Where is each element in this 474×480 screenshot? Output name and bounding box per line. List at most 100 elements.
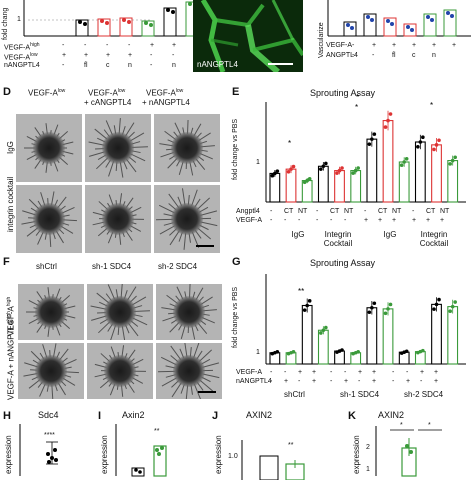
panel-i-title: Axin2 — [122, 410, 145, 420]
panel-d-image — [154, 114, 220, 182]
data-point — [303, 308, 307, 312]
panel-k-tick-2: 2 — [366, 444, 370, 451]
data-point — [432, 148, 436, 152]
top-left-mark: + — [106, 52, 110, 59]
panel-d-spheroid — [33, 132, 65, 164]
data-point — [322, 164, 326, 168]
panel-f-col-header: shCtrl — [36, 262, 57, 271]
panel-d-row-igg: IgG — [6, 141, 15, 154]
data-point — [287, 170, 291, 174]
panel-d-image — [16, 114, 82, 182]
panel-j-chart — [240, 440, 320, 480]
top-right-mark: - — [372, 52, 374, 59]
panel-k-ylabel: expression — [352, 435, 361, 474]
bar — [448, 307, 458, 364]
top-right-mark: n — [432, 52, 436, 59]
panel-h-star: **** — [44, 432, 55, 439]
panel-e-angptl4-mark: CT — [284, 208, 293, 215]
panel-g-group-label: shCtrl — [284, 390, 305, 399]
top-left-mark: + — [150, 42, 154, 49]
top-right-bar — [344, 22, 356, 36]
panel-h-letter: H — [3, 410, 11, 422]
top-right-mark: + — [412, 42, 416, 49]
top-left-point — [144, 21, 148, 25]
top-right-bar — [444, 10, 456, 36]
top-left-point — [122, 18, 126, 22]
scale-bar — [196, 245, 214, 247]
panel-d-col-sub: + nANGPTL4 — [142, 98, 190, 107]
data-point — [416, 145, 420, 149]
top-left-point — [188, 2, 192, 6]
top-right-mark: + — [392, 42, 396, 49]
panel-k-tick-1: 1 — [366, 466, 370, 473]
panel-d-image — [85, 185, 151, 253]
panel-g-group-label: sh-2 SDC4 — [404, 390, 443, 399]
top-left-mark: fl — [84, 62, 88, 69]
panel-g-ylabel: fold change vs PBS — [232, 287, 239, 348]
panel-g-vegf-mark: + — [372, 369, 376, 376]
panel-j-ylabel: expression — [214, 435, 223, 474]
top-left-mark: - — [62, 42, 64, 49]
panel-e-tick-1: 1 — [256, 159, 260, 166]
top-right-mark: - — [352, 42, 354, 49]
panel-h-ylabel: expression — [4, 435, 13, 474]
bar — [270, 173, 280, 202]
top-left-mark: c — [106, 62, 110, 69]
top-left-bars — [76, 2, 198, 36]
panel-f-image — [18, 343, 84, 399]
panel-d-image — [16, 185, 82, 253]
panel-e-row-label: Angptl4 — [236, 208, 260, 215]
top-left-point — [83, 22, 87, 26]
bar — [432, 304, 442, 364]
data-point — [319, 331, 323, 335]
top-left-point — [171, 10, 175, 14]
data-point — [421, 349, 425, 353]
bar — [367, 308, 377, 364]
panel-i-star: ** — [154, 428, 159, 435]
top-right-bars — [344, 10, 456, 36]
panel-e-angptl4-mark: NT — [440, 208, 449, 215]
panel-e-ylabel: fold change vs PBS — [232, 119, 239, 180]
panel-e-angptl4-mark: - — [364, 208, 366, 215]
data-point — [389, 303, 393, 307]
panel-d-row-integrin: integrin cocktail — [6, 177, 15, 232]
panel-g-nangptl4-mark: + — [406, 378, 410, 385]
data-point — [373, 132, 377, 136]
data-point — [370, 137, 374, 141]
panel-g-vegf-mark: - — [344, 369, 346, 376]
top-left-mark: - — [106, 42, 108, 49]
data-point — [405, 157, 409, 161]
top-right-point — [450, 14, 454, 18]
panel-e-vegf-mark: + — [426, 217, 430, 224]
top-right-row-label: VEGF-A — [326, 42, 352, 49]
panel-e-vegf-mark: - — [284, 217, 286, 224]
top-right-point — [410, 28, 414, 32]
panel-e-vegf-mark: + — [364, 217, 368, 224]
significance-star: * — [288, 139, 291, 148]
bar — [383, 121, 393, 202]
top-left-bar — [142, 21, 154, 36]
data-point — [384, 311, 388, 315]
panel-d-spheroid — [171, 132, 203, 164]
panel-f-image — [156, 284, 222, 340]
significance-star: * — [430, 101, 433, 110]
top-left-point — [78, 20, 82, 24]
panel-e-vegf-mark: - — [270, 217, 272, 224]
bar — [383, 309, 393, 364]
panel-g-nangptl4-mark: - — [358, 378, 360, 385]
bar — [335, 171, 345, 202]
panel-g-vegf-mark: - — [330, 369, 332, 376]
bar — [302, 306, 312, 365]
panel-d-letter: D — [3, 86, 11, 98]
panel-d-image — [85, 114, 151, 182]
panel-d-spheroid — [102, 132, 134, 164]
top-left-row-label: nANGPTL4 — [4, 62, 40, 69]
panel-e-angptl4-mark: CT — [426, 208, 435, 215]
panel-i-ylabel: expression — [100, 435, 109, 474]
top-right-ylabel: Vascularize — [318, 22, 325, 58]
data-point — [400, 163, 404, 167]
top-right-mark: + — [452, 42, 456, 49]
panel-f-spheroid — [35, 355, 67, 387]
panel-e-angptl4-mark: - — [316, 208, 318, 215]
panel-g-vegf-mark: - — [406, 369, 408, 376]
